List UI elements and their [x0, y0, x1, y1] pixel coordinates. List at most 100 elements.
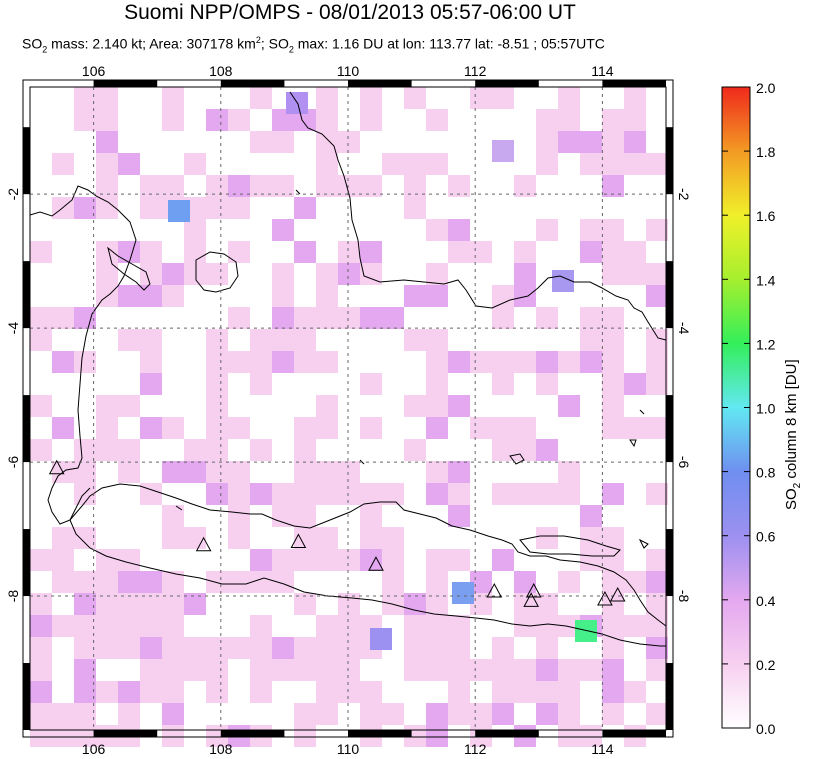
so2-pixel — [162, 263, 184, 285]
so2-pixel — [74, 659, 96, 681]
so2-pixel — [140, 615, 162, 637]
so2-pixel — [74, 351, 96, 373]
so2-pixel — [206, 483, 228, 505]
so2-pixel — [74, 307, 96, 329]
so2-pixel — [30, 725, 52, 747]
so2-pixel — [558, 131, 580, 153]
so2-pixel — [558, 87, 580, 109]
so2-pixel — [558, 571, 580, 593]
so2-pixel — [250, 351, 272, 373]
so2-pixel — [558, 351, 580, 373]
colorbar-label: SO2 column 8 km [DU] — [783, 359, 803, 510]
so2-pixel — [404, 197, 426, 219]
so2-pixel — [228, 109, 250, 131]
so2-pixel — [338, 659, 360, 681]
so2-pixel — [360, 681, 382, 703]
so2-pixel — [272, 483, 294, 505]
frame-bar-bottom — [348, 730, 412, 737]
lat-lon-gridlines — [30, 87, 666, 730]
so2-pixel — [140, 329, 162, 351]
so2-pixel — [646, 549, 668, 571]
so2-pixel — [74, 439, 96, 461]
so2-pixel — [206, 659, 228, 681]
triangle-icon — [48, 459, 65, 475]
so2-pixel — [250, 483, 272, 505]
so2-pixel — [580, 329, 602, 351]
triangle-icon — [368, 556, 384, 571]
so2-pixel — [316, 483, 338, 505]
so2-pixel — [140, 175, 162, 197]
colorbar-tick-label: 0.4 — [756, 593, 776, 609]
so2-pixel — [118, 703, 140, 725]
so2-pixel — [426, 285, 448, 307]
so2-pixel — [162, 637, 184, 659]
so2-pixel — [624, 153, 646, 175]
frame-bar-top — [602, 80, 666, 87]
frame-bar-right — [666, 663, 673, 730]
so2-pixel — [492, 637, 514, 659]
so2-pixel — [140, 263, 162, 285]
so2-pixel — [316, 417, 338, 439]
so2-pixel — [250, 131, 272, 153]
so2-pixel — [140, 241, 162, 263]
lat-tick-label-left: -6 — [5, 456, 21, 469]
so2-pixel — [162, 109, 184, 131]
so2-pixel — [316, 87, 338, 109]
so2-pixel — [602, 417, 624, 439]
so2-pixel — [360, 373, 382, 395]
so2-pixel — [602, 307, 624, 329]
so2-pixel — [624, 417, 646, 439]
so2-pixel — [426, 461, 448, 483]
frame-bar-bottom — [602, 730, 666, 737]
so2-pixel — [338, 263, 360, 285]
so2-pixel — [602, 373, 624, 395]
so2-pixel — [272, 131, 294, 153]
map-frame-bars — [23, 80, 673, 737]
so2-pixel-high — [492, 140, 514, 162]
so2-pixel — [382, 703, 404, 725]
lat-tick-label-right: -8 — [676, 590, 692, 603]
so2-pixel — [382, 527, 404, 549]
so2-pixel — [30, 615, 52, 637]
so2-pixel — [492, 659, 514, 681]
so2-pixel — [30, 395, 52, 417]
so2-pixel — [30, 659, 52, 681]
so2-pixel — [250, 175, 272, 197]
so2-max-value: max: 1.16 DU at lon: 113.77 lat: -8.51 ;… — [293, 35, 605, 52]
so2-pixel — [250, 615, 272, 637]
so2-pixel — [162, 615, 184, 637]
so2-pixel — [558, 703, 580, 725]
so2-pixel — [360, 175, 382, 197]
so2-pixel — [602, 549, 624, 571]
so2-pixel — [514, 681, 536, 703]
so2-pixel — [646, 637, 668, 659]
so2-pixel — [514, 285, 536, 307]
so2-pixel — [316, 549, 338, 571]
so2-pixel — [162, 593, 184, 615]
so2-pixel — [536, 527, 558, 549]
so2-pixel — [228, 307, 250, 329]
lon-tick-label-bottom: 110 — [337, 741, 360, 757]
so2-sub-2: 2 — [288, 44, 294, 55]
so2-pixel — [602, 219, 624, 241]
so2-pixel — [206, 175, 228, 197]
so2-pixel — [96, 637, 118, 659]
so2-pixel — [602, 241, 624, 263]
so2-pixel — [448, 549, 470, 571]
so2-pixel — [74, 527, 96, 549]
so2-pixel — [646, 351, 668, 373]
so2-pixel — [272, 571, 294, 593]
so2-pixel — [426, 417, 448, 439]
so2-pixel — [470, 571, 492, 593]
so2-pixel — [338, 307, 360, 329]
so2-pixel — [96, 131, 118, 153]
so2-pixel — [514, 175, 536, 197]
so2-pixel — [52, 351, 74, 373]
so2-pixel — [602, 351, 624, 373]
so2-pixel-grid — [30, 87, 668, 747]
frame-bar-bottom — [220, 730, 285, 737]
so2-pixel — [184, 461, 206, 483]
so2-pixel — [404, 175, 426, 197]
so2-pixel — [316, 307, 338, 329]
so2-pixel — [602, 527, 624, 549]
